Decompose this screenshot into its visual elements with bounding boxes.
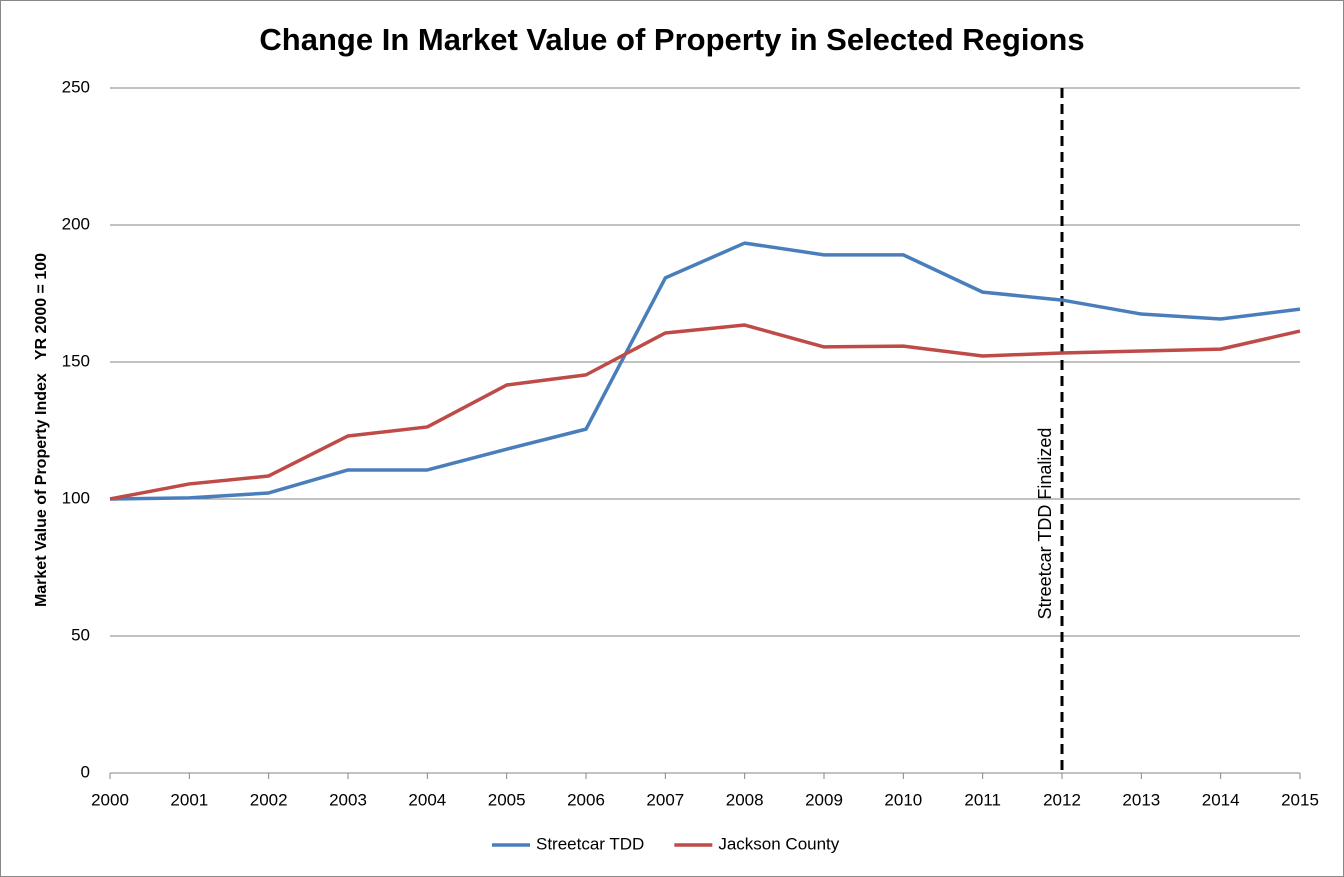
x-tick-label: 2001 [170,790,208,809]
x-tick-label: 2000 [91,790,129,809]
y-tick-label: 50 [71,625,90,644]
x-tick-label: 2003 [329,790,367,809]
x-tick-label: 2010 [884,790,922,809]
x-tick-label: 2013 [1122,790,1160,809]
x-tick-label: 2006 [567,790,605,809]
x-tick-label: 2015 [1281,790,1319,809]
x-tick-label: 2004 [408,790,446,809]
x-tick-label: 2014 [1202,790,1240,809]
x-tick-label: 2008 [726,790,764,809]
x-tick-label: 2002 [250,790,288,809]
x-tick-label: 2005 [488,790,526,809]
x-tick-label: 2012 [1043,790,1081,809]
y-tick-label: 150 [62,351,90,370]
y-axis-label: Market Value of Property Index YR 2000 =… [33,253,50,607]
x-tick-label: 2009 [805,790,843,809]
annotation-text: Streetcar TDD Finalized [1035,428,1055,620]
x-tick-label: 2007 [646,790,684,809]
y-tick-label: 100 [62,488,90,507]
chart-title: Change In Market Value of Property in Se… [259,22,1084,57]
legend-label: Streetcar TDD [536,834,644,853]
data-line [109,241,1301,501]
legend-label: Jackson County [718,834,839,853]
y-tick-label: 200 [62,214,90,233]
x-tick-label: 2011 [964,790,1001,809]
y-tick-label: 250 [62,77,90,96]
data-line [109,323,1301,501]
y-tick-label: 0 [81,762,90,781]
